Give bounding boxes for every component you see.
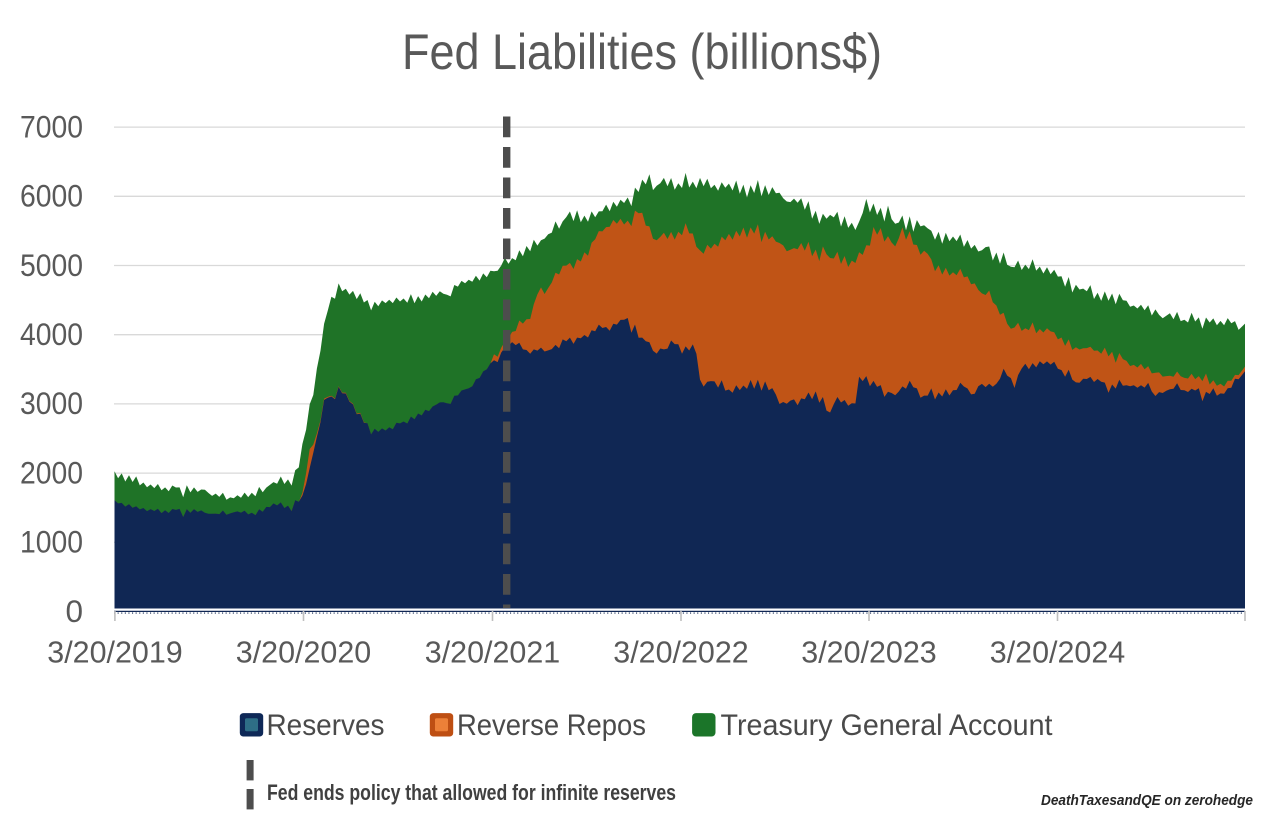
svg-text:3/20/2019: 3/20/2019 (47, 635, 183, 670)
svg-text:3/20/2020: 3/20/2020 (236, 635, 372, 670)
svg-text:DeathTaxesandQE on zerohedge: DeathTaxesandQE on zerohedge (1041, 792, 1253, 809)
svg-text:Fed Liabilities (billions$): Fed Liabilities (billions$) (402, 24, 882, 80)
svg-text:7000: 7000 (20, 108, 83, 144)
svg-text:3/20/2023: 3/20/2023 (801, 635, 937, 670)
svg-text:Reserves: Reserves (267, 709, 385, 742)
svg-text:Treasury General Account: Treasury General Account (721, 709, 1054, 742)
svg-text:3/20/2022: 3/20/2022 (613, 635, 749, 670)
svg-text:2000: 2000 (20, 454, 83, 490)
svg-text:1000: 1000 (20, 524, 83, 560)
svg-text:Fed ends policy that allowed f: Fed ends policy that allowed for infinit… (267, 780, 676, 805)
svg-text:3000: 3000 (20, 385, 83, 421)
svg-text:6000: 6000 (20, 178, 83, 214)
svg-text:Reverse Repos: Reverse Repos (457, 709, 646, 742)
svg-text:0: 0 (65, 593, 83, 629)
svg-text:4000: 4000 (20, 316, 83, 352)
svg-text:3/20/2024: 3/20/2024 (990, 635, 1126, 670)
svg-text:3/20/2021: 3/20/2021 (425, 635, 561, 670)
svg-text:5000: 5000 (20, 247, 83, 283)
